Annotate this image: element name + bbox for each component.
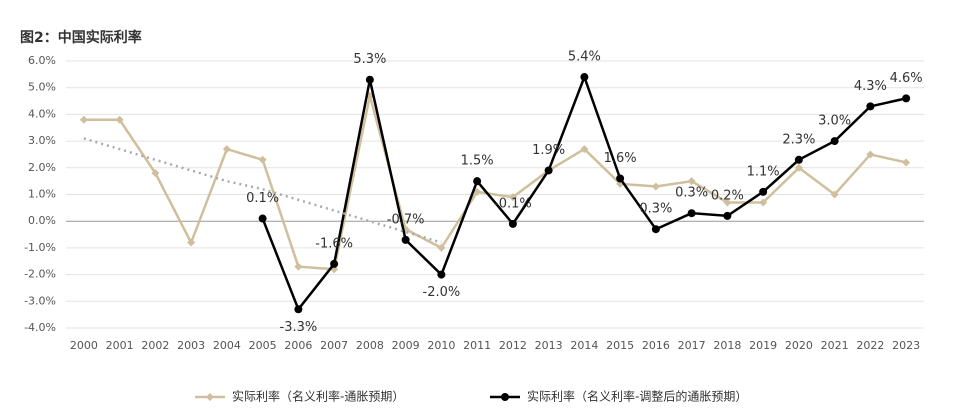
legend-marker [206,393,214,401]
marker [902,158,911,167]
data-label: 0.3% [675,186,708,201]
legend-label: 实际利率（名义利率-调整后的通胀预期） [527,389,747,404]
x-tick-label: 2009 [392,339,420,352]
marker [437,243,446,252]
x-tick-label: 2018 [713,339,741,352]
x-tick-label: 2005 [249,339,277,352]
y-tick-label: 2.0% [28,161,56,174]
marker [544,166,553,175]
marker [830,137,839,146]
x-tick-label: 2003 [177,339,205,352]
x-tick-label: 2006 [284,339,312,352]
data-label: 0.2% [711,188,744,203]
data-label: 0.3% [639,202,672,217]
x-tick-label: 2000 [70,339,98,352]
marker [437,270,446,279]
x-tick-label: 2008 [356,339,384,352]
legend-label: 实际利率（名义利率-通胀预期） [232,389,404,404]
marker [580,145,589,154]
x-tick-label: 2012 [499,339,527,352]
x-tick-label: 2004 [213,339,241,352]
marker [723,198,732,207]
y-tick-label: 0.0% [28,214,56,227]
marker [115,115,124,124]
marker [151,169,160,178]
x-tick-label: 2021 [821,339,849,352]
data-label: 1.6% [604,151,637,166]
y-tick-label: -4.0% [24,321,56,334]
x-tick-label: 2011 [463,339,491,352]
data-label: -3.3% [280,320,318,335]
marker [723,211,732,220]
marker [866,150,875,159]
marker [401,235,410,244]
marker [687,177,696,186]
x-tick-label: 2014 [570,339,598,352]
marker [866,102,875,111]
marker [830,190,839,199]
x-tick-label: 2023 [892,339,920,352]
y-tick-label: -1.0% [24,241,56,254]
marker [258,155,267,164]
x-tick-label: 2001 [106,339,134,352]
legend-marker [501,393,509,401]
data-label: 4.3% [854,79,887,94]
x-tick-label: 2002 [141,339,169,352]
data-label: 1.1% [747,164,780,179]
marker [508,193,517,202]
x-tick-label: 2019 [749,339,777,352]
marker [759,198,768,207]
x-tick-label: 2015 [606,339,634,352]
marker [651,225,660,234]
data-label: 3.0% [818,114,851,129]
data-label: 1.9% [532,143,565,158]
y-tick-label: -3.0% [24,294,56,307]
marker [687,209,696,218]
chart-title: 图2：中国实际利率 [20,29,142,46]
data-label: 5.4% [568,50,601,65]
y-tick-label: 3.0% [28,134,56,147]
data-label: -0.1% [494,196,532,211]
data-label: 1.5% [461,154,494,169]
marker [794,163,803,172]
x-tick-label: 2016 [642,339,670,352]
data-label: -0.7% [387,212,425,227]
x-tick-label: 2010 [427,339,455,352]
data-label: 5.3% [353,52,386,67]
x-tick-label: 2013 [535,339,563,352]
marker [508,219,517,228]
marker [258,214,267,223]
y-tick-label: 5.0% [28,81,56,94]
y-tick-label: 6.0% [28,54,56,67]
marker [294,262,303,271]
data-label: -2.0% [423,285,461,300]
x-tick-label: 2017 [678,339,706,352]
data-label: 4.6% [890,71,923,86]
marker [473,177,482,186]
marker [79,115,88,124]
series-line [83,95,907,271]
marker [580,73,589,82]
x-tick-label: 2020 [785,339,813,352]
data-label: 2.3% [782,132,815,147]
marker [187,238,196,247]
marker [651,182,660,191]
marker [222,145,231,154]
marker [759,187,768,196]
y-tick-label: -2.0% [24,268,56,281]
marker [616,174,625,183]
marker [902,94,911,103]
x-tick-label: 2022 [856,339,884,352]
marker [294,305,303,314]
data-label: 0.1% [246,191,279,206]
y-tick-label: 4.0% [28,107,56,120]
x-tick-label: 2007 [320,339,348,352]
y-tick-label: 1.0% [28,188,56,201]
marker [794,155,803,164]
data-label: -1.6% [315,236,353,251]
marker [365,75,374,84]
marker [330,259,339,268]
